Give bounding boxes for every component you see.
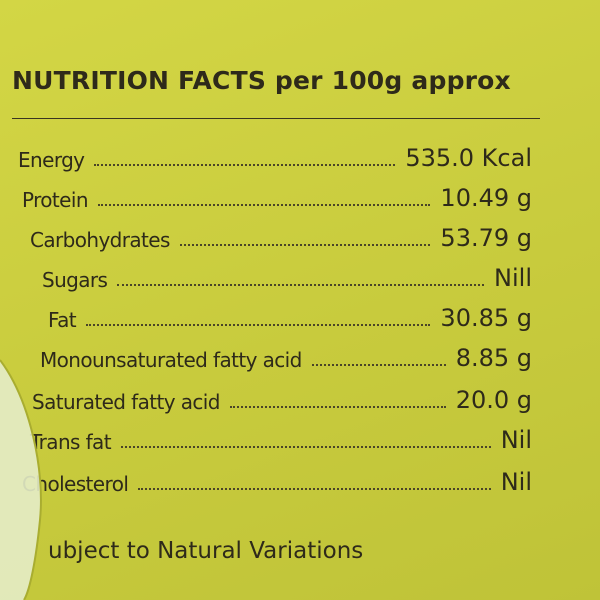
nutrient-amount: 535.0 Kcal — [405, 144, 532, 172]
nutrient-name: Monounsaturated fatty acid — [40, 348, 302, 372]
nutrient-name: Fat — [48, 308, 77, 332]
dot-leader — [94, 164, 396, 166]
nutrient-name: Protein — [22, 188, 89, 212]
title-rule — [12, 118, 540, 119]
nutrient-row: Protein 10.49 g — [22, 178, 532, 212]
dot-leader — [179, 244, 431, 246]
nutrient-name: Saturated fatty acid — [32, 390, 220, 414]
nutrient-row: Monounsaturated fatty acid 8.85 g — [40, 338, 532, 372]
nutrient-name: Trans fat — [30, 430, 112, 454]
footnote: ubject to Natural Variations — [48, 538, 364, 564]
nutrient-row: Trans fat Nil — [30, 420, 532, 454]
nutrient-amount: 10.49 g — [440, 184, 532, 212]
dot-leader — [120, 446, 491, 448]
nutrient-row: Carbohydrates 53.79 g — [30, 218, 532, 252]
nutrient-amount: 8.85 g — [455, 344, 532, 372]
nutrient-row: Energy 535.0 Kcal — [18, 138, 532, 172]
nutrient-row: Fat 30.85 g — [48, 298, 532, 332]
nutrient-amount: 30.85 g — [440, 304, 532, 332]
label-title: NUTRITION FACTS per 100g approx — [12, 66, 511, 95]
nutrient-amount: 53.79 g — [440, 224, 532, 252]
nutrient-amount: Nil — [500, 468, 532, 496]
nutrient-name: Carbohydrates — [30, 228, 170, 252]
dot-leader — [311, 364, 446, 366]
dot-leader — [229, 406, 446, 408]
nutrient-row: Saturated fatty acid 20.0 g — [32, 380, 532, 414]
dot-leader — [97, 204, 431, 206]
nutrient-amount: 20.0 g — [455, 386, 532, 414]
nutrient-name: Energy — [18, 148, 85, 172]
nutrient-amount: Nill — [494, 264, 532, 292]
nutrient-name: Sugars — [42, 268, 108, 292]
dot-leader — [85, 324, 431, 326]
dot-leader — [138, 488, 491, 490]
nutrient-row: Sugars Nill — [42, 258, 532, 292]
dot-leader — [117, 284, 485, 286]
nutrient-amount: Nil — [500, 426, 532, 454]
